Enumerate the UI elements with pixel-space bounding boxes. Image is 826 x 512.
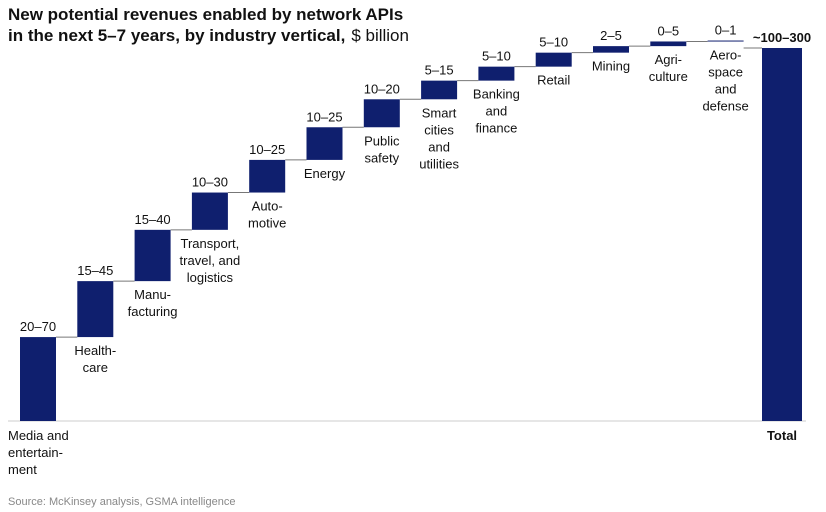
category-label-line: facturing [128,304,178,319]
category-label-line: Aero- [710,47,742,62]
bar-4 [249,159,286,193]
bar-2 [134,229,171,282]
value-label: 15–45 [77,263,113,278]
chart-title: New potential revenues enabled by networ… [8,4,409,46]
bar-8 [478,66,515,81]
category-label: Health-care [74,343,116,375]
chart-title-line1: New potential revenues enabled by networ… [8,5,404,24]
bar-3 [191,192,228,230]
category-label-line: utilities [419,156,459,171]
category-label-line: ment [8,462,37,477]
value-label: 10–20 [364,81,400,96]
category-label-line: travel, and [180,253,241,268]
source-note: Source: McKinsey analysis, GSMA intellig… [8,496,236,508]
bar-11 [650,41,687,47]
category-label-line: Auto- [252,199,283,214]
category-label-line: care [83,360,108,375]
category-label-line: Transport, [181,236,240,251]
value-label: 5–10 [482,49,511,64]
total-label: Total [767,428,797,443]
category-label-line: Smart [422,105,457,120]
category-label-line: Agri- [655,52,682,67]
value-label: 2–5 [600,28,622,43]
category-label: Mining [592,59,630,74]
value-label: 0–1 [715,23,737,38]
value-label: 5–10 [539,35,568,50]
category-label-line: motive [248,216,286,231]
category-label-line: Media and [8,428,69,443]
category-label: Smart cities and utilities [419,105,459,171]
value-label: 5–15 [425,63,454,78]
category-label-line: Energy [304,166,346,181]
category-label-line: Banking [473,87,520,102]
category-label: Manu-facturing [128,287,178,319]
category-label-line: entertain- [8,445,63,460]
bar-0 [20,337,56,421]
chart-title-line2: in the next 5–7 years, by industry verti… [8,26,409,45]
category-label-line: defense [702,98,748,113]
bar-10 [593,46,629,53]
category-label: Media and entertain-ment [8,428,69,477]
category-label: Banking and finance [473,87,520,136]
category-label-line: space [708,64,743,79]
value-label: 20–70 [20,319,56,334]
value-label: 10–30 [192,175,228,190]
value-label: 0–5 [657,23,679,38]
category-label: Retail [537,73,570,88]
category-label: Aero-space and defense [702,47,748,113]
category-label-line: and [715,81,737,96]
category-label: Energy [304,166,346,181]
total-bar [762,48,802,421]
category-label-line: finance [475,121,517,136]
bar-9 [535,52,572,67]
chart-unit: $ billion [351,26,409,45]
bar-1 [77,281,114,338]
bar-7 [421,80,458,100]
category-label-line: Manu- [134,287,171,302]
category-label-line: cities [424,122,454,137]
value-label: 10–25 [306,109,342,124]
category-label-line: safety [364,150,399,165]
category-label-line: culture [649,69,688,84]
category-label-line: logistics [187,270,234,285]
category-label: Transport, travel, and logistics [180,236,241,285]
category-label: Public safety [364,133,400,165]
category-label-line: Public [364,133,400,148]
bar-12 [707,40,744,42]
category-label: Auto-motive [248,199,286,231]
category-label-line: and [428,139,450,154]
category-label-line: Mining [592,59,630,74]
category-label: Agri-culture [649,52,688,84]
category-label-line: Retail [537,73,570,88]
total-value-label: ~100–300 [753,30,811,45]
value-label: 10–25 [249,142,285,157]
category-label-line: Health- [74,343,116,358]
category-label-line: and [486,104,508,119]
value-label: 15–40 [135,212,171,227]
bar-6 [363,99,400,128]
bar-5 [306,127,343,160]
